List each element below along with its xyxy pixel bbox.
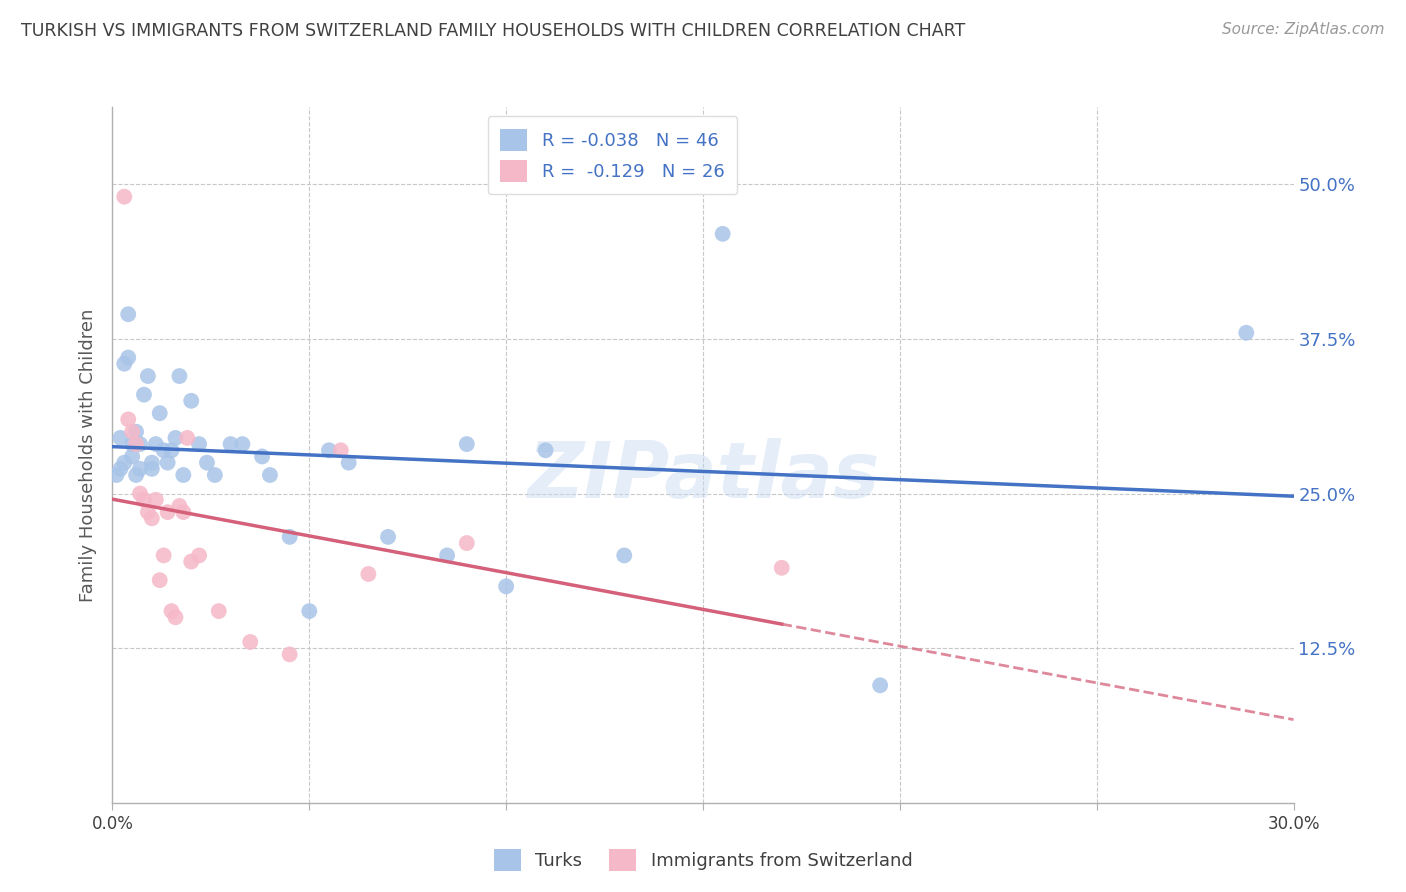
Point — [145, 437, 167, 451]
Point — [172, 468, 194, 483]
Point — [136, 369, 159, 384]
Point — [329, 443, 352, 458]
Point — [112, 357, 135, 371]
Point — [219, 437, 242, 451]
Point — [156, 505, 179, 519]
Point — [436, 549, 458, 563]
Point — [231, 437, 253, 451]
Point — [112, 190, 135, 204]
Point — [112, 456, 135, 470]
Point — [160, 443, 183, 458]
Point — [169, 369, 191, 384]
Point — [152, 443, 174, 458]
Point — [239, 635, 262, 649]
Point — [278, 530, 301, 544]
Point — [172, 505, 194, 519]
Point — [456, 437, 478, 451]
Point — [145, 492, 167, 507]
Point — [534, 443, 557, 458]
Point — [117, 307, 139, 321]
Point — [377, 530, 399, 544]
Point — [121, 437, 143, 451]
Point — [180, 393, 202, 408]
Point — [711, 227, 734, 241]
Point — [495, 579, 517, 593]
Point — [160, 604, 183, 618]
Point — [129, 486, 152, 500]
Point — [141, 511, 163, 525]
Point — [125, 437, 148, 451]
Point — [208, 604, 231, 618]
Point — [132, 492, 155, 507]
Point — [195, 456, 218, 470]
Point — [149, 406, 172, 420]
Point — [110, 431, 132, 445]
Point — [259, 468, 281, 483]
Point — [357, 566, 380, 581]
Point — [188, 549, 211, 563]
Text: Source: ZipAtlas.com: Source: ZipAtlas.com — [1222, 22, 1385, 37]
Point — [141, 456, 163, 470]
Point — [456, 536, 478, 550]
Point — [121, 450, 143, 464]
Point — [250, 450, 273, 464]
Point — [869, 678, 891, 692]
Point — [165, 431, 187, 445]
Text: ZIPatlas: ZIPatlas — [527, 438, 879, 514]
Point — [165, 610, 187, 624]
Point — [125, 468, 148, 483]
Text: TURKISH VS IMMIGRANTS FROM SWITZERLAND FAMILY HOUSEHOLDS WITH CHILDREN CORRELATI: TURKISH VS IMMIGRANTS FROM SWITZERLAND F… — [21, 22, 966, 40]
Point — [110, 462, 132, 476]
Y-axis label: Family Households with Children: Family Households with Children — [79, 309, 97, 601]
Point — [188, 437, 211, 451]
Point — [156, 456, 179, 470]
Point — [125, 425, 148, 439]
Point — [1234, 326, 1257, 340]
Point — [141, 462, 163, 476]
Point — [132, 387, 155, 401]
Legend: R = -0.038   N = 46, R =  -0.129   N = 26: R = -0.038 N = 46, R = -0.129 N = 26 — [488, 116, 737, 194]
Point — [298, 604, 321, 618]
Point — [136, 505, 159, 519]
Point — [105, 468, 128, 483]
Point — [129, 437, 152, 451]
Point — [121, 425, 143, 439]
Point — [117, 412, 139, 426]
Point — [152, 549, 174, 563]
Point — [117, 351, 139, 365]
Point — [770, 561, 793, 575]
Legend: Turks, Immigrants from Switzerland: Turks, Immigrants from Switzerland — [486, 842, 920, 879]
Point — [204, 468, 226, 483]
Point — [613, 549, 636, 563]
Point — [176, 431, 198, 445]
Point — [169, 499, 191, 513]
Point — [149, 573, 172, 587]
Point — [180, 555, 202, 569]
Point — [129, 462, 152, 476]
Point — [337, 456, 360, 470]
Point — [318, 443, 340, 458]
Point — [278, 648, 301, 662]
